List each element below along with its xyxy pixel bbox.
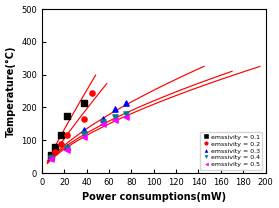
Point	[64, 147, 69, 150]
Point	[64, 114, 69, 117]
Point	[82, 129, 87, 132]
Point	[59, 134, 63, 137]
Point	[82, 132, 87, 135]
Point	[101, 123, 106, 126]
Point	[82, 117, 87, 121]
Point	[124, 115, 128, 118]
Legend: emssivity = 0.1, emssivity = 0.2, emssivity = 0.3, emssivity = 0.4, emssivity = : emssivity = 0.1, emssivity = 0.2, emssiv…	[200, 132, 263, 170]
Point	[112, 107, 117, 111]
Point	[49, 153, 53, 157]
Point	[124, 112, 128, 116]
Point	[82, 135, 87, 139]
Point	[124, 101, 128, 104]
Point	[49, 158, 53, 161]
Point	[64, 148, 69, 152]
Point	[112, 118, 117, 121]
Point	[53, 145, 57, 149]
Point	[53, 150, 57, 153]
Point	[49, 156, 53, 159]
X-axis label: Power consumptions(mW): Power consumptions(mW)	[82, 192, 226, 202]
Point	[49, 157, 53, 160]
Point	[82, 101, 87, 104]
Point	[101, 120, 106, 124]
Point	[59, 142, 63, 145]
Point	[90, 91, 95, 94]
Y-axis label: Temperature(°C): Temperature(°C)	[6, 45, 16, 137]
Point	[101, 117, 106, 121]
Point	[49, 156, 53, 159]
Point	[112, 116, 117, 119]
Point	[64, 134, 69, 137]
Point	[64, 145, 69, 149]
